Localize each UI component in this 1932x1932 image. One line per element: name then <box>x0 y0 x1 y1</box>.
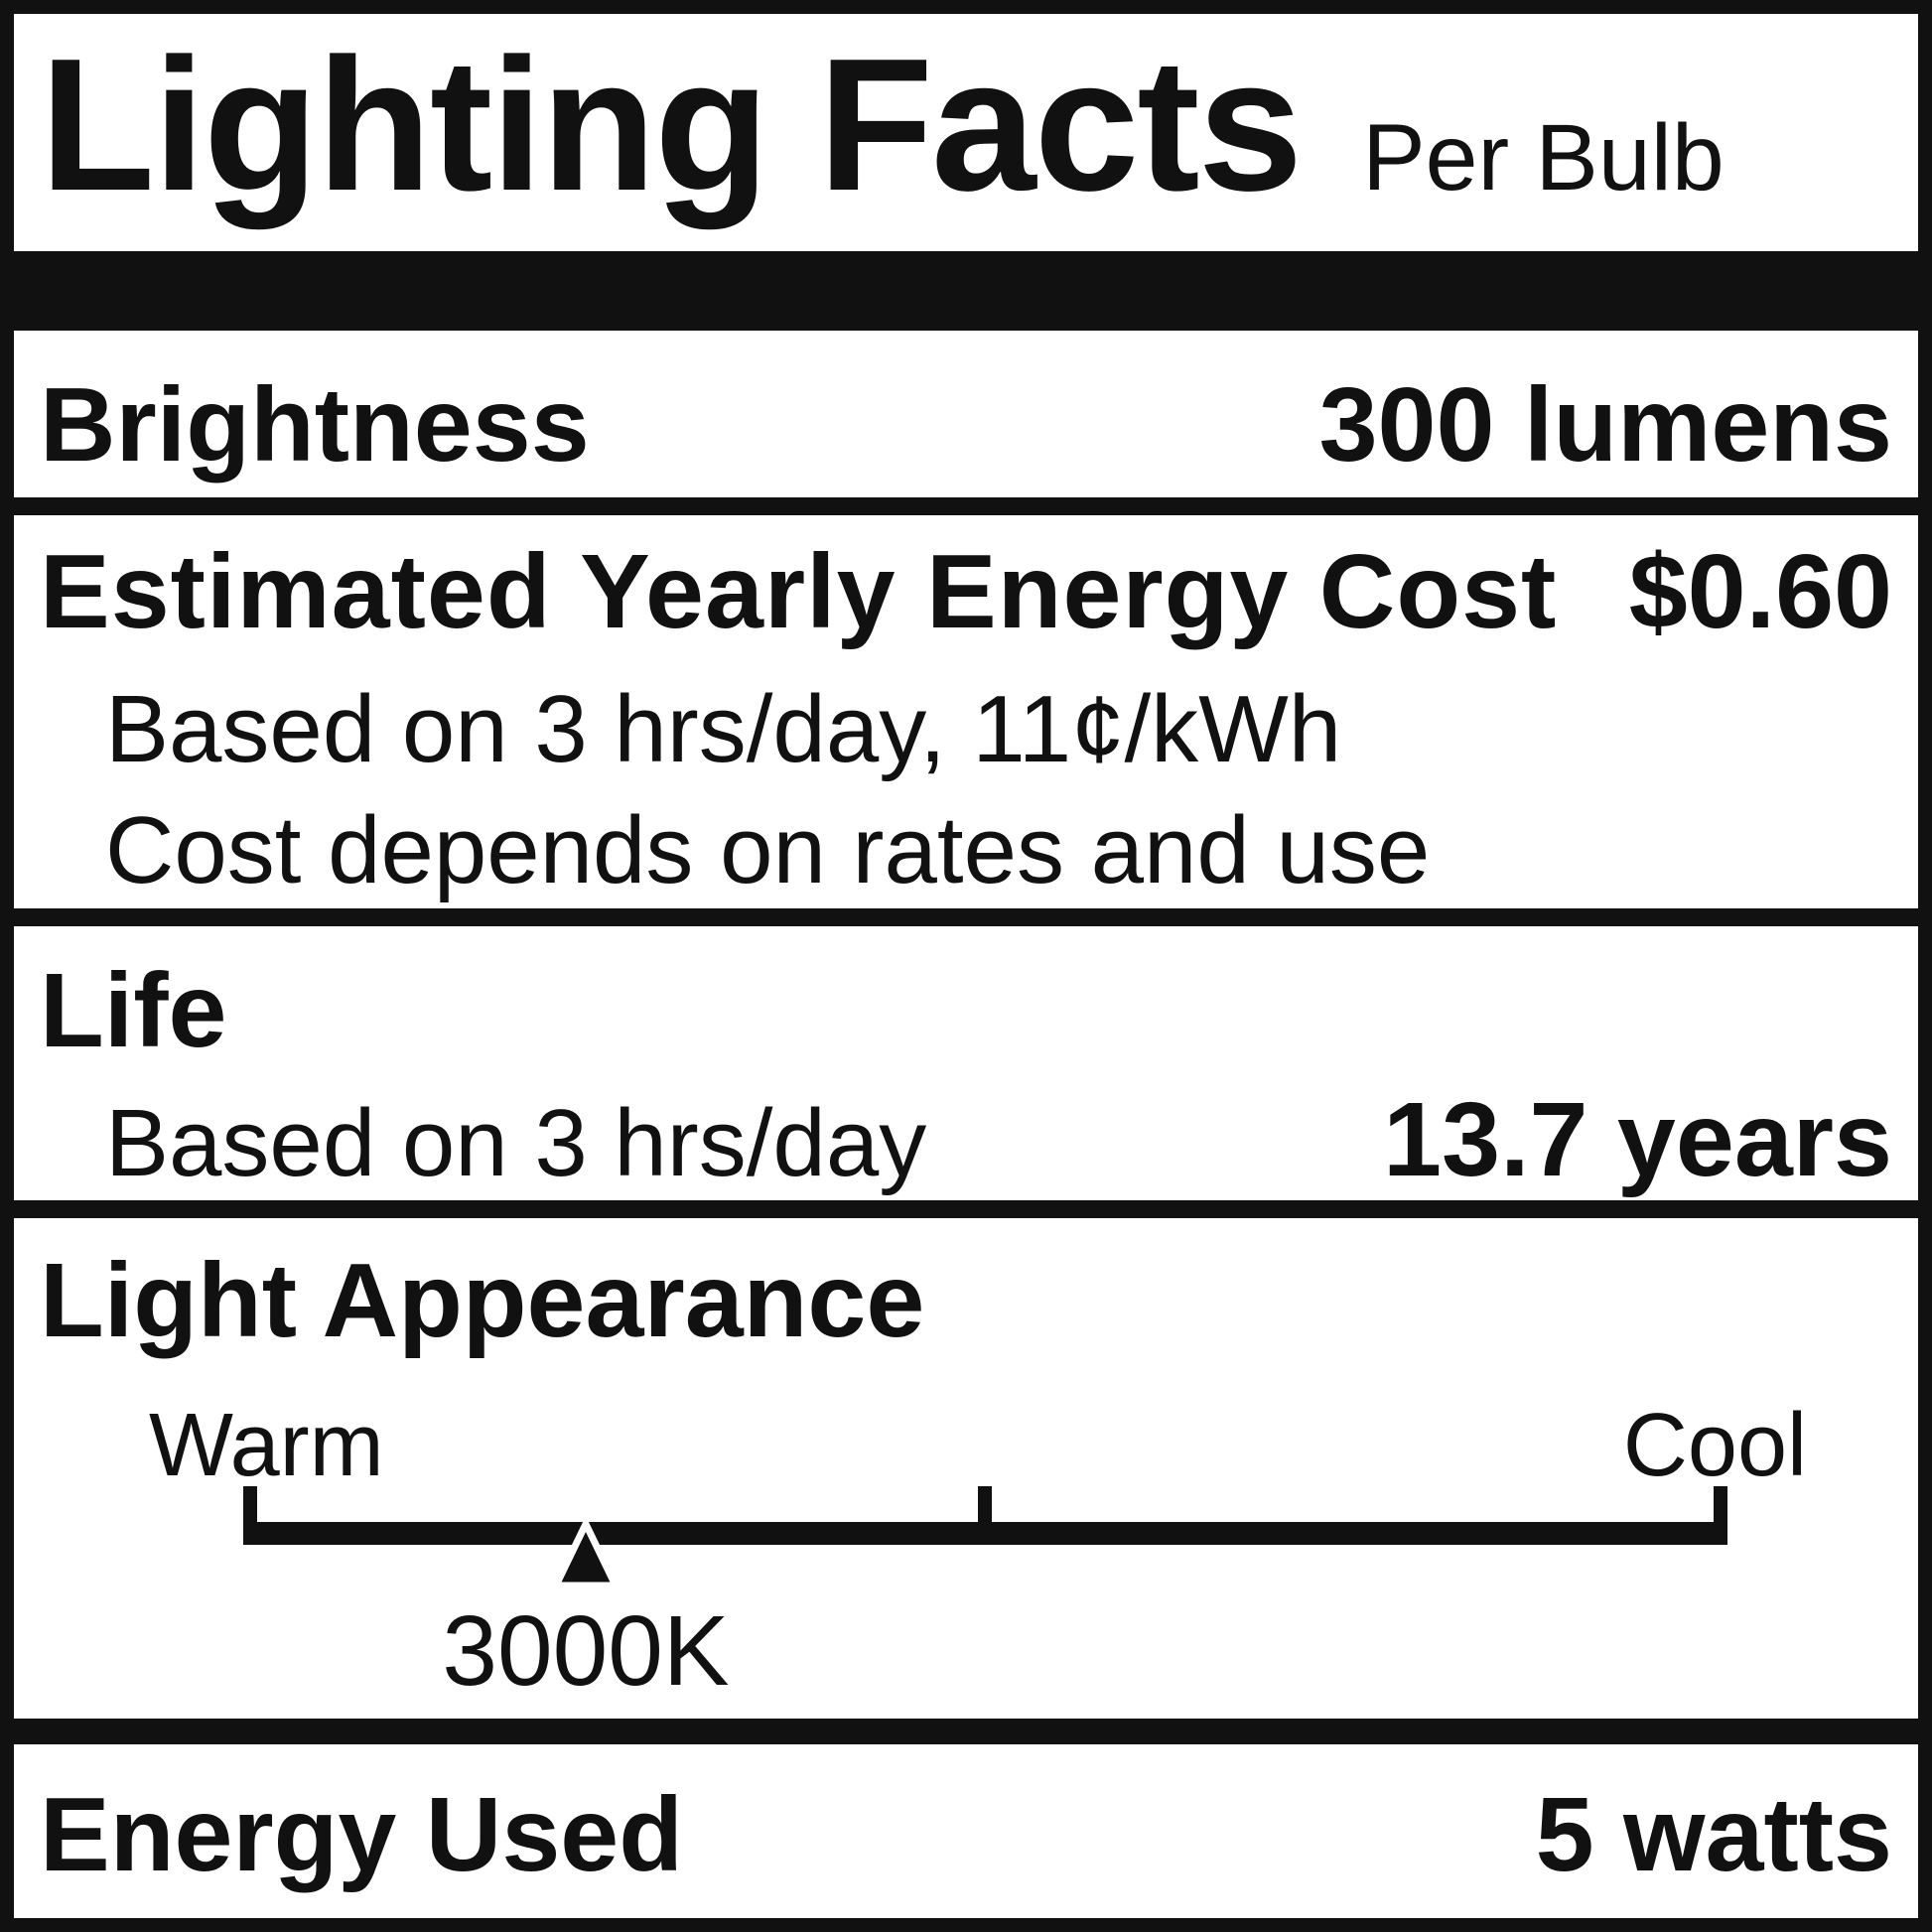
temperature-scale: 3000K <box>14 1485 1918 1707</box>
temperature-endpoint-labels: Warm Cool <box>14 1401 1918 1490</box>
life-value: 13.7 years <box>1383 1080 1892 1198</box>
header-divider-bar <box>14 250 1918 331</box>
kelvin-value: 3000K <box>442 1594 730 1707</box>
life-detail-row: Based on 3 hrs/day 13.7 years <box>14 1087 1918 1192</box>
section-divider <box>14 907 1918 926</box>
energy-cost-note-usage: Cost depends on rates and use <box>105 796 1431 903</box>
energy-cost-row: Estimated Yearly Energy Cost $0.60 <box>14 539 1918 644</box>
light-appearance-label: Light Appearance <box>40 1241 925 1359</box>
section-divider <box>14 1718 1918 1744</box>
energy-cost-value: $0.60 <box>1628 532 1892 650</box>
temperature-marker-triangle-icon <box>550 1515 621 1588</box>
label-header: Lighting Facts Per Bulb <box>14 20 1918 230</box>
cool-label: Cool <box>1622 1395 1807 1495</box>
life-label: Life <box>40 951 227 1069</box>
energy-used-label: Energy Used <box>40 1775 684 1893</box>
section-divider <box>14 1199 1918 1218</box>
brightness-row: Brightness 300 lumens <box>14 372 1918 478</box>
life-row: Life <box>14 958 1918 1063</box>
light-appearance-row: Light Appearance <box>14 1248 1918 1353</box>
energy-used-value: 5 watts <box>1535 1775 1892 1893</box>
energy-used-row: Energy Used 5 watts <box>14 1782 1918 1887</box>
per-bulb-subtitle: Per Bulb <box>1362 105 1725 210</box>
section-divider <box>14 496 1918 515</box>
energy-cost-label: Estimated Yearly Energy Cost <box>40 532 1558 650</box>
page-title: Lighting Facts <box>40 20 1303 230</box>
life-note: Based on 3 hrs/day <box>105 1089 927 1196</box>
brightness-label: Brightness <box>40 365 590 483</box>
brightness-value: 300 lumens <box>1318 365 1892 483</box>
energy-cost-note-rate: Based on 3 hrs/day, 11¢/kWh <box>105 675 1342 782</box>
scale-bar <box>243 1521 1727 1545</box>
warm-label: Warm <box>149 1395 384 1495</box>
